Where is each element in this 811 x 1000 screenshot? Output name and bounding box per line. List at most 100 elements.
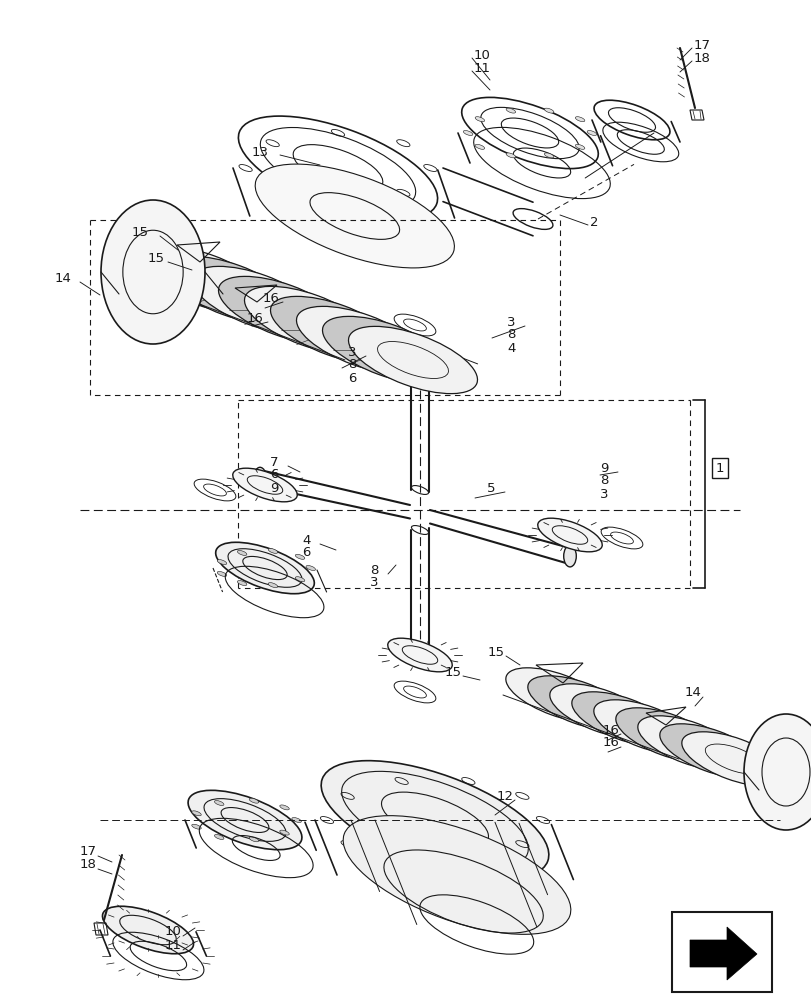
Ellipse shape — [192, 266, 321, 334]
Ellipse shape — [214, 801, 224, 805]
Text: 5: 5 — [487, 482, 495, 494]
Text: 8: 8 — [370, 564, 378, 576]
Ellipse shape — [527, 676, 632, 730]
Ellipse shape — [291, 818, 301, 822]
Text: 17: 17 — [80, 845, 97, 858]
Ellipse shape — [543, 153, 553, 158]
Text: 7: 7 — [270, 456, 278, 468]
Ellipse shape — [322, 316, 451, 384]
Text: 11: 11 — [165, 939, 182, 952]
Ellipse shape — [216, 542, 314, 594]
Text: 15: 15 — [148, 251, 165, 264]
Ellipse shape — [244, 286, 373, 354]
Ellipse shape — [237, 581, 247, 586]
Ellipse shape — [411, 366, 428, 374]
Text: 10: 10 — [165, 925, 182, 938]
Ellipse shape — [343, 816, 570, 934]
Text: 8: 8 — [599, 475, 607, 488]
Ellipse shape — [296, 306, 425, 374]
Ellipse shape — [571, 692, 676, 746]
Ellipse shape — [505, 668, 609, 722]
Ellipse shape — [411, 646, 428, 654]
Ellipse shape — [214, 835, 224, 839]
Ellipse shape — [166, 256, 295, 324]
Text: 4: 4 — [302, 534, 310, 546]
Text: 16: 16 — [603, 723, 619, 736]
Text: 2: 2 — [590, 216, 598, 229]
Ellipse shape — [191, 824, 201, 829]
Ellipse shape — [280, 830, 289, 835]
Ellipse shape — [563, 545, 576, 567]
Ellipse shape — [575, 117, 584, 122]
Ellipse shape — [537, 518, 602, 552]
Text: 8: 8 — [506, 328, 515, 342]
Text: 3: 3 — [348, 346, 356, 359]
Ellipse shape — [348, 326, 477, 394]
Ellipse shape — [637, 716, 741, 770]
Text: 18: 18 — [693, 52, 710, 65]
Text: 16: 16 — [247, 312, 264, 324]
Ellipse shape — [253, 467, 266, 489]
Ellipse shape — [681, 732, 785, 786]
Ellipse shape — [268, 583, 277, 588]
Text: 6: 6 — [270, 468, 278, 482]
Text: 12: 12 — [496, 790, 513, 803]
Text: 14: 14 — [684, 686, 701, 700]
Ellipse shape — [743, 714, 811, 830]
Text: 16: 16 — [263, 292, 280, 304]
Ellipse shape — [463, 131, 472, 135]
Text: 14: 14 — [55, 271, 72, 284]
Ellipse shape — [188, 790, 302, 850]
Ellipse shape — [549, 684, 654, 738]
Text: 15: 15 — [132, 226, 148, 239]
Text: 9: 9 — [599, 462, 607, 475]
Text: 15: 15 — [487, 646, 504, 658]
Ellipse shape — [388, 348, 452, 382]
Text: 17: 17 — [693, 39, 710, 52]
Ellipse shape — [306, 566, 315, 570]
Text: 16: 16 — [603, 736, 619, 750]
Text: 3: 3 — [506, 316, 515, 328]
Text: 3: 3 — [599, 488, 607, 500]
Bar — [672, 912, 771, 992]
Text: 11: 11 — [474, 62, 491, 75]
Text: 1: 1 — [714, 462, 723, 475]
Ellipse shape — [102, 906, 193, 954]
Text: 3: 3 — [370, 576, 378, 589]
Ellipse shape — [505, 153, 515, 158]
Text: 9: 9 — [270, 482, 278, 494]
Text: 10: 10 — [474, 49, 491, 62]
Polygon shape — [689, 927, 756, 980]
Ellipse shape — [543, 108, 553, 113]
Text: 15: 15 — [444, 666, 461, 678]
Ellipse shape — [388, 638, 452, 672]
Ellipse shape — [268, 548, 277, 553]
Ellipse shape — [505, 108, 515, 113]
Ellipse shape — [237, 550, 247, 555]
Ellipse shape — [295, 554, 304, 559]
Ellipse shape — [586, 131, 596, 135]
Text: 6: 6 — [302, 546, 310, 560]
Ellipse shape — [140, 246, 269, 314]
Text: 13: 13 — [251, 146, 268, 159]
Ellipse shape — [575, 144, 584, 149]
Ellipse shape — [295, 577, 304, 582]
Ellipse shape — [593, 700, 697, 754]
Ellipse shape — [191, 811, 201, 816]
Text: 8: 8 — [348, 359, 356, 371]
Ellipse shape — [270, 296, 399, 364]
Ellipse shape — [233, 468, 297, 502]
Ellipse shape — [255, 164, 454, 268]
Ellipse shape — [249, 798, 259, 803]
Ellipse shape — [249, 837, 259, 842]
Text: 4: 4 — [506, 342, 515, 355]
Ellipse shape — [321, 761, 548, 879]
Ellipse shape — [101, 200, 204, 344]
Text: 18: 18 — [80, 858, 97, 871]
Ellipse shape — [280, 805, 289, 810]
Ellipse shape — [474, 117, 484, 122]
Ellipse shape — [218, 276, 347, 344]
Ellipse shape — [659, 724, 763, 778]
Ellipse shape — [217, 571, 226, 576]
Ellipse shape — [217, 560, 226, 565]
